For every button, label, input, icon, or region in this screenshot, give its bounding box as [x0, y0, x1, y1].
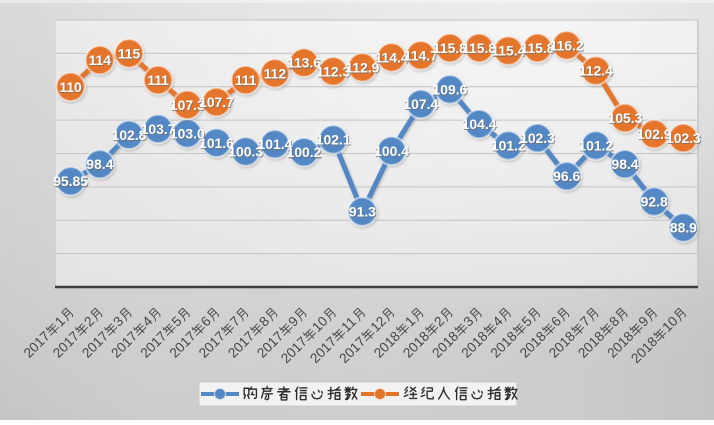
svg-text:107.7: 107.7 [200, 95, 235, 111]
svg-text:100.4: 100.4 [374, 143, 409, 159]
svg-text:115.8: 115.8 [521, 40, 555, 56]
svg-text:103.0: 103.0 [171, 127, 206, 143]
svg-text:102.8: 102.8 [112, 127, 147, 143]
svg-text:100.2: 100.2 [288, 145, 323, 161]
svg-text:112.4: 112.4 [579, 63, 613, 79]
svg-text:115.8: 115.8 [521, 41, 555, 57]
svg-text:101.4: 101.4 [258, 136, 293, 152]
svg-text:101.2: 101.2 [578, 138, 613, 154]
svg-text:115.4: 115.4 [492, 44, 526, 60]
svg-text:103.7: 103.7 [142, 122, 177, 138]
svg-text:114: 114 [89, 52, 112, 68]
svg-text:110: 110 [60, 80, 83, 96]
svg-text:115.8: 115.8 [434, 41, 468, 57]
svg-text:96.6: 96.6 [554, 169, 581, 185]
svg-text:88.9: 88.9 [670, 220, 697, 236]
svg-text:100.2: 100.2 [287, 144, 322, 160]
svg-text:100.3: 100.3 [228, 144, 263, 160]
svg-text:98.4: 98.4 [612, 157, 639, 173]
svg-text:112.4: 112.4 [580, 64, 614, 80]
svg-text:101.4: 101.4 [258, 137, 293, 153]
svg-text:102.8: 102.8 [113, 128, 148, 144]
svg-text:109.6: 109.6 [433, 83, 468, 99]
svg-text:112: 112 [264, 65, 287, 81]
svg-text:111: 111 [148, 73, 170, 89]
svg-text:95.85: 95.85 [53, 173, 88, 189]
svg-text:107.3: 107.3 [170, 97, 205, 113]
svg-text:101.2: 101.2 [579, 139, 614, 155]
svg-text:102.3: 102.3 [520, 130, 555, 146]
svg-text:92.8: 92.8 [642, 195, 669, 211]
svg-text:111: 111 [147, 72, 169, 88]
svg-text:102.3: 102.3 [666, 130, 701, 146]
svg-text:103.7: 103.7 [141, 121, 176, 137]
svg-text:112: 112 [265, 67, 288, 83]
svg-text:116.2: 116.2 [551, 39, 585, 55]
svg-text:101.2: 101.2 [491, 138, 526, 154]
svg-text:98.4: 98.4 [87, 157, 114, 173]
svg-text:101.6: 101.6 [199, 135, 234, 151]
svg-text:111: 111 [236, 73, 258, 89]
svg-text:115.8: 115.8 [462, 40, 496, 56]
svg-text:104.4: 104.4 [463, 117, 498, 133]
svg-text:111: 111 [235, 72, 257, 88]
svg-text:102.3: 102.3 [667, 131, 702, 147]
svg-text:107.3: 107.3 [171, 98, 206, 114]
svg-text:100.3: 100.3 [229, 145, 264, 161]
svg-text:96.6: 96.6 [553, 168, 580, 184]
svg-text:115: 115 [118, 45, 141, 61]
svg-text:114.4: 114.4 [376, 51, 410, 67]
svg-text:101.6: 101.6 [200, 136, 235, 152]
svg-text:114.7: 114.7 [404, 47, 438, 63]
svg-text:98.4: 98.4 [611, 156, 638, 172]
svg-text:112.3: 112.3 [316, 63, 350, 79]
svg-text:114.7: 114.7 [405, 49, 439, 65]
svg-text:91.3: 91.3 [350, 205, 377, 221]
svg-text:91.3: 91.3 [349, 204, 376, 220]
svg-text:102.9: 102.9 [637, 126, 672, 142]
svg-text:113.6: 113.6 [288, 56, 322, 72]
svg-text:102.9: 102.9 [638, 127, 673, 143]
svg-text:113.6: 113.6 [287, 55, 321, 71]
svg-text:115: 115 [119, 47, 142, 63]
svg-text:112.9: 112.9 [345, 59, 379, 75]
svg-text:95.85: 95.85 [54, 174, 89, 190]
svg-text:102.3: 102.3 [521, 131, 556, 147]
svg-text:103.0: 103.0 [170, 126, 205, 142]
svg-text:107.7: 107.7 [199, 94, 234, 110]
svg-text:105.3: 105.3 [609, 111, 644, 127]
svg-text:104.4: 104.4 [462, 116, 497, 132]
svg-text:92.8: 92.8 [641, 194, 668, 210]
svg-text:109.6: 109.6 [433, 81, 468, 97]
svg-text:102.1: 102.1 [316, 132, 351, 148]
svg-text:114: 114 [89, 53, 112, 69]
svg-text:114.4: 114.4 [375, 49, 409, 65]
svg-text:107.4: 107.4 [403, 96, 438, 112]
svg-text:88.9: 88.9 [671, 221, 698, 237]
svg-text:112.3: 112.3 [317, 65, 351, 81]
svg-text:101.2: 101.2 [492, 139, 527, 155]
svg-text:115.8: 115.8 [463, 41, 497, 57]
svg-text:116.2: 116.2 [550, 37, 584, 53]
svg-text:112.9: 112.9 [346, 61, 380, 77]
svg-text:100.4: 100.4 [375, 144, 410, 160]
svg-text:115.4: 115.4 [491, 43, 525, 59]
svg-text:110: 110 [59, 79, 82, 95]
svg-text:115.8: 115.8 [433, 40, 467, 56]
svg-text:107.4: 107.4 [404, 97, 439, 113]
svg-text:98.4: 98.4 [86, 156, 113, 172]
svg-text:102.1: 102.1 [317, 133, 352, 149]
svg-text:105.3: 105.3 [608, 110, 643, 126]
